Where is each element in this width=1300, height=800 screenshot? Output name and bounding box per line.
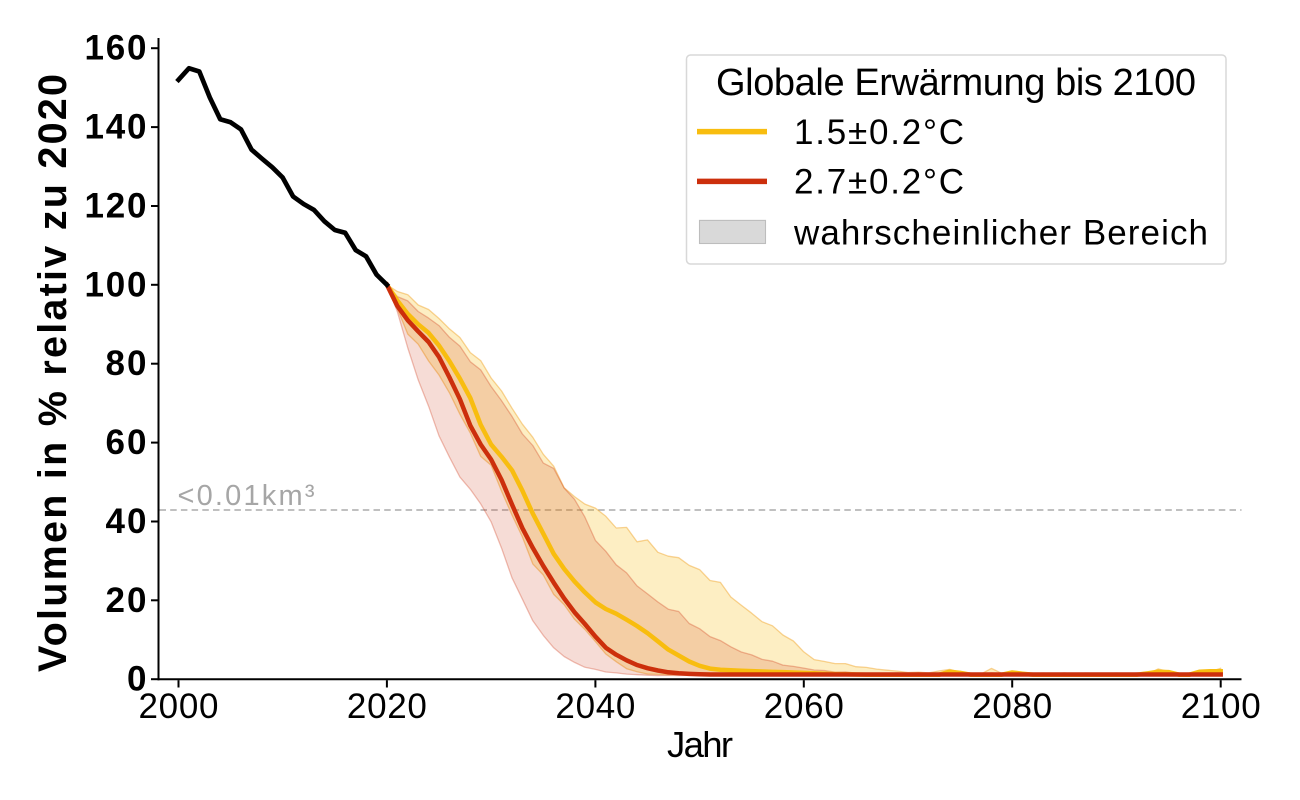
svg-text:Globale Erwärmung bis 2100: Globale Erwärmung bis 2100	[716, 62, 1196, 104]
svg-text:100: 100	[85, 265, 147, 304]
svg-text:wahrscheinlicher Bereich: wahrscheinlicher Bereich	[793, 213, 1208, 252]
svg-text:Jahr: Jahr	[667, 724, 733, 765]
svg-text:120: 120	[85, 187, 147, 226]
svg-text:2080: 2080	[972, 687, 1052, 726]
svg-text:0: 0	[127, 660, 146, 699]
svg-text:2040: 2040	[555, 687, 635, 726]
svg-text:140: 140	[85, 108, 147, 147]
svg-text:2.7±0.2°C: 2.7±0.2°C	[794, 162, 964, 201]
svg-text:2100: 2100	[1181, 687, 1261, 726]
svg-text:1.5±0.2°C: 1.5±0.2°C	[794, 113, 964, 152]
svg-text:2000: 2000	[139, 687, 219, 726]
svg-text:2020: 2020	[347, 687, 427, 726]
svg-text:160: 160	[85, 29, 147, 68]
svg-text:2060: 2060	[764, 687, 844, 726]
svg-text:<0.01km³: <0.01km³	[178, 480, 315, 512]
svg-text:Volumen in % relativ zu 2020: Volumen in % relativ zu 2020	[31, 74, 75, 672]
